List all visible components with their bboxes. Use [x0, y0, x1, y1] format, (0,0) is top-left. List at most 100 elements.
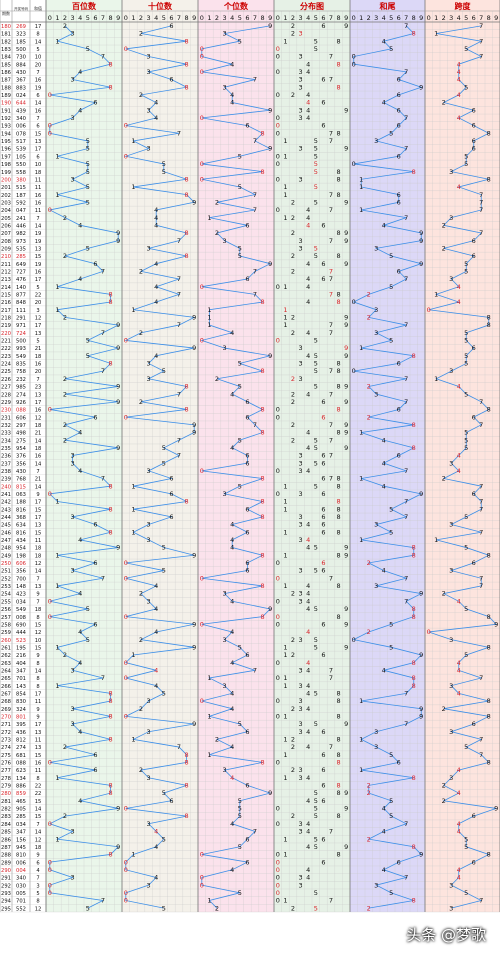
distribution-mark: 2 — [291, 705, 295, 713]
section-title: 百位数 — [72, 1, 97, 11]
sum-value: 15 — [35, 814, 42, 820]
digit-mark: 1 — [55, 306, 59, 314]
digit-header: 5 — [238, 14, 242, 22]
distribution-mark: 2 — [291, 904, 295, 912]
distribution-mark: 7 — [329, 367, 333, 375]
sum-tail-mark: 6 — [397, 122, 401, 130]
digit-mark: 6 — [245, 858, 249, 866]
issue-number: 230 — [1, 408, 11, 414]
distribution-mark: 8 — [337, 613, 341, 621]
span-mark: 3 — [449, 214, 453, 222]
issue-number: 288 — [1, 853, 11, 859]
distribution-mark: 8 — [337, 367, 341, 375]
issue-number: 214 — [1, 285, 12, 291]
digit-mark: 1 — [131, 528, 135, 536]
digit-header: 4 — [78, 14, 82, 22]
digit-mark: 1 — [207, 214, 211, 222]
sum-tail-mark: 6 — [397, 759, 401, 767]
digit-mark: 0 — [124, 559, 128, 567]
draw-number: 954 — [16, 446, 27, 452]
draw-number: 347 — [16, 668, 26, 674]
distribution-mark: 7 — [329, 743, 333, 751]
distribution-mark: 1 — [283, 137, 287, 145]
digit-mark: 5 — [238, 805, 242, 813]
digit-header: 4 — [457, 14, 461, 22]
span-mark: 5 — [464, 360, 468, 368]
distribution-mark: 7 — [329, 674, 333, 682]
digit-header: 0 — [200, 14, 204, 22]
digit-mark: 5 — [238, 643, 242, 651]
draw-number: 623 — [16, 768, 26, 774]
sum-value: 16 — [35, 408, 42, 414]
digit-mark: 6 — [169, 22, 173, 30]
span-mark: 3 — [449, 367, 453, 375]
span-mark: 6 — [472, 858, 476, 866]
draw-number: 297 — [16, 423, 26, 429]
issue-number: 242 — [1, 500, 11, 506]
distribution-mark: 7 — [329, 275, 333, 283]
distribution-mark: 0 — [276, 68, 280, 76]
distribution-mark: 5 — [314, 835, 318, 843]
distribution-mark: 3 — [299, 521, 303, 529]
sum-tail-mark: 6 — [397, 152, 401, 160]
distribution-mark: 7 — [329, 268, 333, 276]
distribution-mark: 0 — [276, 597, 280, 605]
digit-header: 1 — [434, 14, 438, 22]
digit-mark: 2 — [139, 91, 143, 99]
span-mark: 7 — [479, 22, 483, 30]
sum-tail-mark: 7 — [404, 467, 408, 475]
sum-tail-mark: 8 — [412, 605, 416, 613]
span-mark: 0 — [427, 306, 431, 314]
sum-value: 18 — [35, 607, 42, 613]
distribution-mark: 8 — [337, 191, 341, 199]
span-mark: 7 — [479, 482, 483, 490]
distribution-mark: 9 — [344, 352, 348, 360]
span-mark: 7 — [479, 505, 483, 513]
sum-value: 18 — [35, 354, 42, 360]
draw-number: 606 — [16, 561, 26, 567]
span-mark: 5 — [464, 160, 468, 168]
digit-mark: 3 — [147, 68, 151, 76]
draw-number: 724 — [16, 331, 27, 337]
header-number-label: 开奖号码 — [14, 6, 28, 11]
sum-tail-mark: 4 — [382, 666, 386, 674]
distribution-mark: 4 — [306, 590, 310, 598]
distribution-mark: 1 — [283, 214, 287, 222]
sum-value: 21 — [35, 346, 42, 352]
digit-mark: 8 — [185, 60, 189, 68]
digit-mark: 8 — [185, 383, 189, 391]
draw-number: 727 — [16, 270, 26, 276]
sum-tail-mark: 7 — [404, 597, 408, 605]
sum-tail-mark: 4 — [382, 221, 386, 229]
digit-mark: 7 — [177, 321, 181, 329]
distribution-mark: 4 — [306, 728, 310, 736]
digit-mark: 8 — [185, 252, 189, 260]
digit-mark: 3 — [147, 145, 151, 153]
span-mark: 1 — [434, 536, 438, 544]
digit-mark: 3 — [223, 237, 227, 245]
digit-header: 7 — [177, 14, 181, 22]
digit-mark: 9 — [192, 344, 196, 352]
sum-tail-mark: 6 — [397, 106, 401, 114]
sum-value: 20 — [35, 369, 42, 375]
distribution-mark: 3 — [299, 83, 303, 91]
span-mark: 5 — [464, 352, 468, 360]
digit-mark: 5 — [238, 482, 242, 490]
distribution-mark: 6 — [321, 99, 325, 107]
distribution-mark: 1 — [283, 774, 287, 782]
distribution-mark: 3 — [299, 774, 303, 782]
sum-value: 14 — [35, 484, 42, 490]
distribution-mark: 0 — [276, 91, 280, 99]
digit-header: 8 — [412, 14, 416, 22]
digit-mark: 7 — [101, 268, 105, 276]
digit-mark: 3 — [147, 597, 151, 605]
sum-tail-mark: 8 — [412, 843, 416, 851]
digit-mark: 0 — [124, 45, 128, 53]
distribution-mark: 4 — [306, 843, 310, 851]
sum-tail-mark: 3 — [374, 728, 378, 736]
digit-mark: 4 — [154, 214, 158, 222]
sum-tail-mark: 7 — [404, 398, 408, 406]
digit-mark: 7 — [253, 268, 257, 276]
issue-number: 276 — [1, 761, 11, 767]
digit-header: 8 — [337, 14, 341, 22]
